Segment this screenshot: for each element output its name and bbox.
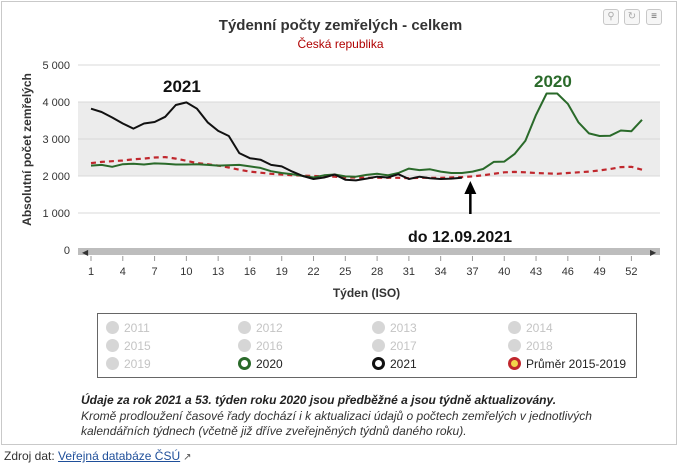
legend-item-pr-m-r-2015-2019[interactable]: Průměr 2015-2019: [508, 357, 626, 371]
scroll-right-icon: ▶: [650, 248, 657, 257]
external-link-icon[interactable]: ↗: [183, 452, 192, 463]
line-chart: ◀ ▶ 0 1 000 2 000 3 000 4 000 5 000 Absolutní p…: [20, 60, 660, 300]
source-label: Zdroj dat:: [4, 449, 55, 463]
x-tick-label: 7: [152, 266, 158, 278]
source: Zdroj dat: Veřejná databáze ČSÚ ↗: [4, 449, 192, 463]
x-axis-label: Týden (ISO): [333, 286, 400, 300]
legend-label: 2013: [390, 321, 417, 335]
legend-label: 2018: [526, 339, 553, 353]
legend-symbol-icon: [372, 357, 385, 370]
x-tick-label: 34: [435, 266, 447, 278]
annotation-2020: 2020: [534, 72, 572, 91]
legend-label: 2012: [256, 321, 283, 335]
x-tick-label: 22: [307, 266, 319, 278]
x-tick-label: 4: [120, 266, 126, 278]
legend-item-2021[interactable]: 2021: [372, 357, 417, 371]
legend-item-2019[interactable]: 2019: [106, 357, 151, 371]
series-line-pr-m-r-2015-2019: [90, 156, 643, 180]
legend-symbol-icon: [106, 339, 119, 352]
legend-item-2013[interactable]: 2013: [372, 321, 417, 335]
y-tick-label: 1 000: [42, 208, 70, 220]
zoom-icon[interactable]: ⚲: [603, 9, 619, 25]
legend-label: 2014: [526, 321, 553, 335]
legend-symbol-icon: [508, 321, 521, 334]
legend-symbol-icon: [238, 339, 251, 352]
legend-label: 2021: [390, 357, 417, 371]
annotation-arrow-label: do 12.09.2021: [408, 229, 512, 246]
legend-item-2020[interactable]: 2020: [238, 357, 283, 371]
y-tick-label: 3 000: [42, 134, 70, 146]
y-tick-label: 0: [64, 245, 70, 257]
x-tick-label: 46: [562, 266, 574, 278]
legend-symbol-icon: [238, 321, 251, 334]
chart-subtitle: Česká republika: [297, 37, 384, 51]
legend-symbol-icon: [372, 321, 385, 334]
source-link[interactable]: Veřejná databáze ČSÚ: [58, 449, 181, 463]
legend-item-2015[interactable]: 2015: [106, 339, 151, 353]
legend-item-2018[interactable]: 2018: [508, 339, 553, 353]
x-tick-label: 10: [180, 266, 192, 278]
legend-item-2012[interactable]: 2012: [238, 321, 283, 335]
x-tick-label: 25: [339, 266, 351, 278]
menu-icon[interactable]: ≡: [646, 9, 662, 25]
x-tick-label: 1: [88, 266, 94, 278]
x-tick-label: 19: [276, 266, 288, 278]
legend-label: Průměr 2015-2019: [526, 357, 627, 371]
y-tick-label: 4 000: [42, 97, 70, 109]
y-axis-label: Absolutní počet zemřelých: [20, 73, 34, 226]
legend-label: 2019: [124, 357, 151, 371]
x-tick-label: 13: [212, 266, 224, 278]
legend: 2011 2012 2013 2014 2015 2016 2017 2018 2019 2020…: [97, 313, 637, 378]
note-bold: Údaje za rok 2021 a 53. týden roku 2020 …: [81, 393, 557, 407]
legend-symbol-icon: [238, 357, 251, 370]
x-tick-label: 40: [498, 266, 510, 278]
x-tick-label: 37: [466, 266, 478, 278]
x-tick-label: 52: [625, 266, 637, 278]
y-tick-label: 5 000: [42, 60, 70, 72]
scrollbar: [78, 248, 660, 255]
y-tick-label: 2 000: [42, 171, 70, 183]
legend-label: 2015: [124, 339, 151, 353]
legend-item-2014[interactable]: 2014: [508, 321, 553, 335]
x-tick-label: 16: [244, 266, 256, 278]
legend-symbol-icon: [106, 357, 119, 370]
scroll-left-icon: ◀: [82, 248, 89, 257]
annotation-2021: 2021: [163, 77, 201, 96]
legend-item-2017[interactable]: 2017: [372, 339, 417, 353]
legend-label: 2020: [256, 357, 283, 371]
legend-item-2011[interactable]: 2011: [106, 321, 150, 335]
legend-label: 2017: [390, 339, 417, 353]
legend-symbol-icon: [106, 321, 119, 334]
x-tick-label: 43: [530, 266, 542, 278]
reset-icon[interactable]: ↻: [624, 9, 640, 25]
legend-label: 2011: [124, 321, 150, 335]
legend-item-2016[interactable]: 2016: [238, 339, 283, 353]
series-line-2021: [90, 101, 462, 182]
legend-symbol-icon: [372, 339, 385, 352]
x-tick-label: 49: [593, 266, 605, 278]
legend-symbol-icon: [508, 339, 521, 352]
arrow-head: [464, 181, 477, 194]
legend-symbol-icon: [508, 357, 521, 370]
note-text: Kromě prodloužení časové řady dochází i …: [81, 409, 592, 438]
x-tick-label: 28: [371, 266, 383, 278]
legend-label: 2016: [256, 339, 283, 353]
series-line-2020: [90, 92, 643, 179]
chart-title: Týdenní počty zemřelých - celkem: [218, 17, 463, 34]
x-tick-label: 31: [403, 266, 415, 278]
